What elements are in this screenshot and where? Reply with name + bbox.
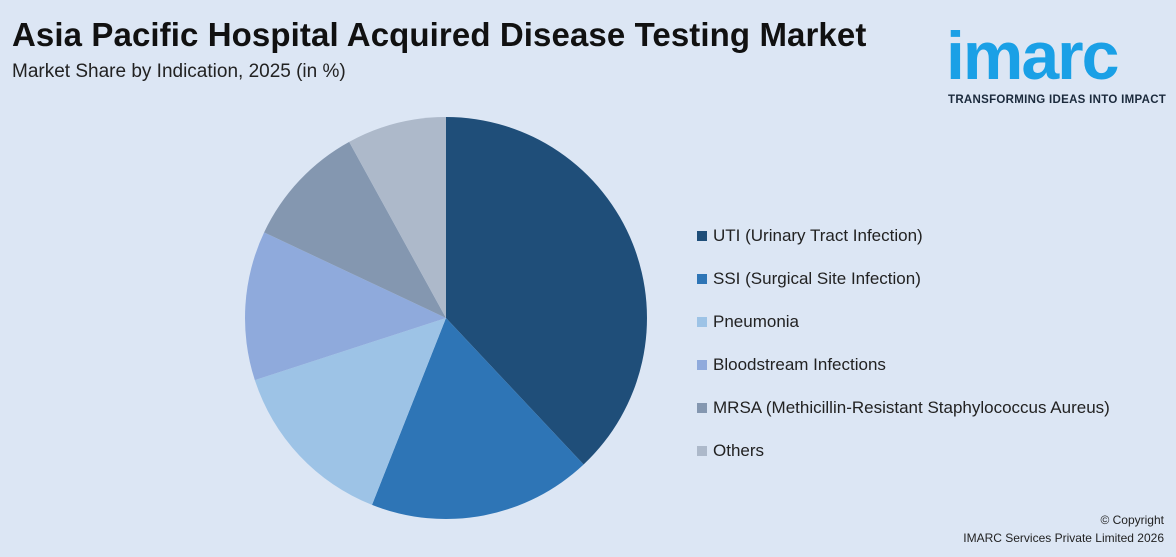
- legend-item: UTI (Urinary Tract Infection): [697, 214, 1110, 257]
- pie-slice-5: [264, 141, 446, 318]
- legend-swatch: [697, 230, 707, 241]
- chart-subtitle: Market Share by Indication, 2025 (in %): [12, 61, 346, 82]
- legend-item: MRSA (Methicillin-Resistant Staphylococc…: [697, 386, 1110, 429]
- legend-item: SSI (Surgical Site Infection): [697, 257, 1110, 300]
- pie-slice-1: [446, 117, 647, 465]
- legend-item: Pneumonia: [697, 300, 1110, 343]
- legend-swatch: [697, 316, 707, 327]
- company-line: IMARC Services Private Limited 2026: [963, 531, 1164, 545]
- legend-swatch: [697, 445, 707, 456]
- chart-legend: UTI (Urinary Tract Infection) SSI (Surgic…: [697, 214, 1110, 472]
- pie-slice-6: [349, 117, 446, 318]
- copyright-line: © Copyright: [1100, 513, 1164, 527]
- legend-item: Bloodstream Infections: [697, 343, 1110, 386]
- pie-slice-2: [372, 318, 584, 520]
- legend-label: Others: [713, 440, 765, 460]
- legend-label: SSI (Surgical Site Infection): [713, 268, 921, 288]
- logo-wordmark: imarc: [946, 18, 1119, 94]
- legend-label: Bloodstream Infections: [713, 354, 886, 374]
- imarc-logo: imarc TRANSFORMING IDEAS INTO IMPACT: [946, 10, 1171, 110]
- pie-slice-3: [254, 318, 446, 505]
- legend-label: Pneumonia: [713, 311, 800, 331]
- legend-label: MRSA (Methicillin-Resistant Staphylococc…: [713, 397, 1110, 417]
- legend-label: UTI (Urinary Tract Infection): [713, 225, 923, 245]
- legend-swatch: [697, 359, 707, 370]
- logo-tagline: TRANSFORMING IDEAS INTO IMPACT: [948, 94, 1167, 106]
- legend-item: Others: [697, 429, 1110, 472]
- legend-swatch: [697, 273, 707, 284]
- pie-slice-4: [245, 232, 446, 381]
- chart-title: Asia Pacific Hospital Acquired Disease T…: [12, 16, 867, 53]
- legend-swatch: [697, 402, 707, 413]
- copyright-notice: © Copyright IMARC Services Private Limit…: [963, 511, 1164, 547]
